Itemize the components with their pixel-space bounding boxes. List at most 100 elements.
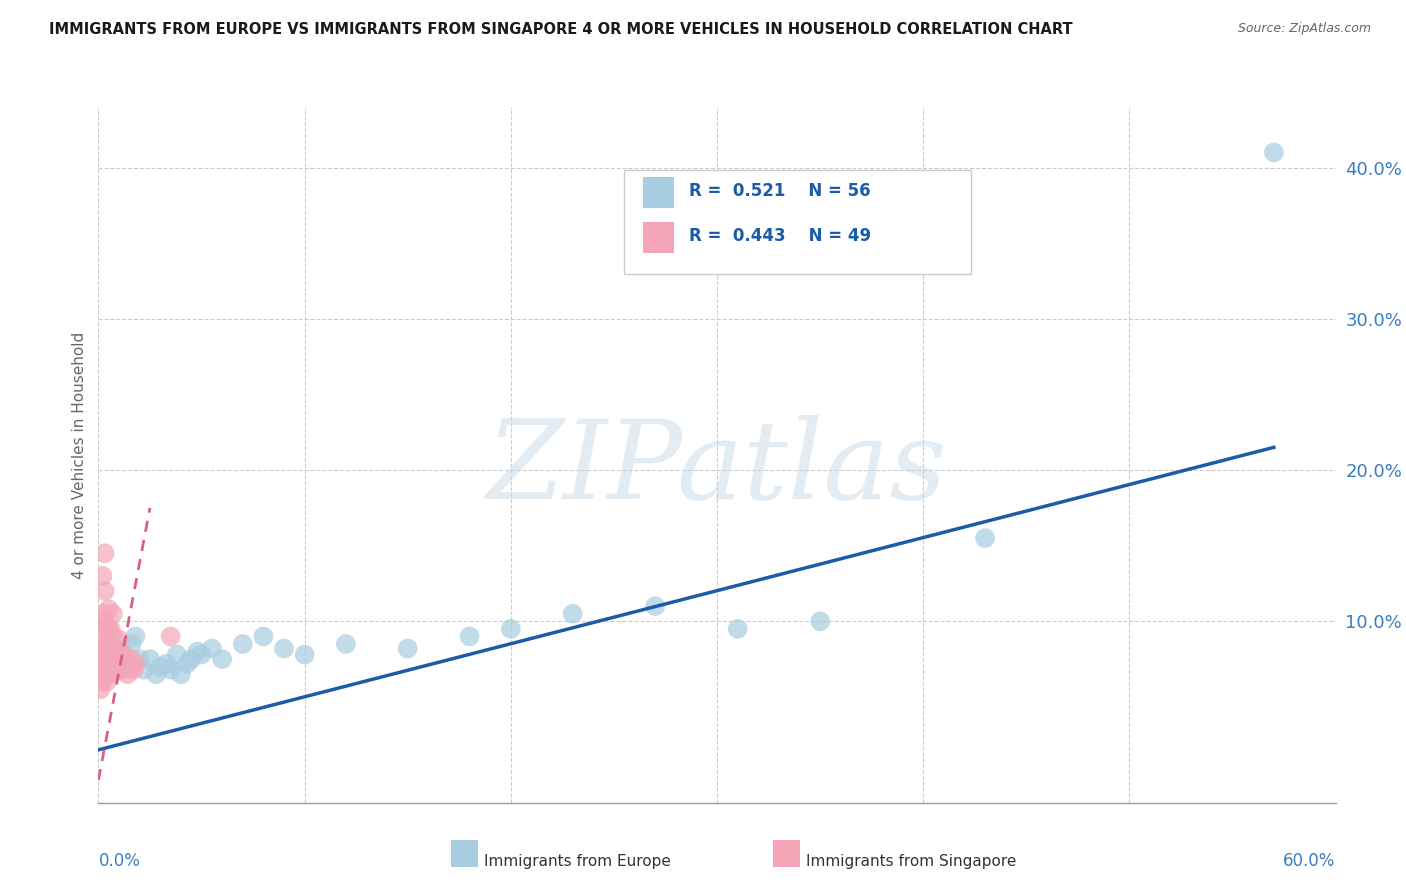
Point xyxy=(97,637,120,651)
Point xyxy=(499,622,522,636)
Point xyxy=(91,644,114,658)
Text: IMMIGRANTS FROM EUROPE VS IMMIGRANTS FROM SINGAPORE 4 OR MORE VEHICLES IN HOUSEH: IMMIGRANTS FROM EUROPE VS IMMIGRANTS FRO… xyxy=(49,22,1073,37)
Point xyxy=(97,659,120,673)
Point xyxy=(108,632,131,647)
Point xyxy=(97,602,120,616)
Point xyxy=(273,641,295,656)
Point xyxy=(104,663,127,677)
Point xyxy=(201,641,224,656)
Point xyxy=(124,629,146,643)
Point xyxy=(100,622,122,636)
Point xyxy=(96,667,118,681)
Point xyxy=(89,652,111,666)
Text: Immigrants from Europe: Immigrants from Europe xyxy=(485,854,671,869)
Point xyxy=(93,546,115,560)
Point xyxy=(110,652,132,666)
Bar xyxy=(643,222,673,253)
Point xyxy=(105,659,128,673)
Point xyxy=(91,674,114,689)
Point xyxy=(186,644,208,658)
Point xyxy=(93,637,115,651)
Point xyxy=(166,648,188,662)
Point xyxy=(108,663,131,677)
Point xyxy=(120,652,142,666)
Point xyxy=(89,667,111,681)
Point xyxy=(128,652,150,666)
Point xyxy=(112,644,135,658)
Point xyxy=(101,641,124,656)
Point xyxy=(89,652,111,666)
Point xyxy=(122,663,145,677)
Text: Source: ZipAtlas.com: Source: ZipAtlas.com xyxy=(1237,22,1371,36)
Point xyxy=(808,615,831,629)
Point xyxy=(93,615,115,629)
Point xyxy=(93,652,115,666)
Point xyxy=(96,622,118,636)
Point xyxy=(105,659,128,673)
Point xyxy=(96,652,118,666)
Point xyxy=(105,641,128,656)
Point xyxy=(104,648,127,662)
Point xyxy=(91,657,114,671)
Point xyxy=(100,667,122,681)
Point xyxy=(117,667,139,681)
Point xyxy=(149,659,172,673)
Point xyxy=(97,622,120,636)
Point xyxy=(335,637,357,651)
Point xyxy=(155,657,177,671)
Point xyxy=(89,663,111,677)
Point xyxy=(100,637,122,651)
Text: Immigrants from Singapore: Immigrants from Singapore xyxy=(806,854,1017,869)
Point xyxy=(644,599,666,614)
Point xyxy=(727,622,749,636)
Point xyxy=(93,667,115,681)
Point xyxy=(124,657,146,671)
Point xyxy=(561,607,583,621)
Text: R =  0.521    N = 56: R = 0.521 N = 56 xyxy=(689,182,870,200)
Text: ZIPatlas: ZIPatlas xyxy=(486,415,948,523)
Point xyxy=(112,648,135,662)
Point xyxy=(89,682,111,697)
Point xyxy=(159,663,181,677)
Point xyxy=(252,629,274,643)
Point xyxy=(93,641,115,656)
Point xyxy=(101,644,124,658)
Bar xyxy=(643,177,673,208)
Point xyxy=(97,652,120,666)
Point xyxy=(108,663,131,677)
Point xyxy=(974,531,997,545)
Point xyxy=(132,663,155,677)
Point xyxy=(93,648,115,662)
Point xyxy=(145,667,167,681)
Point xyxy=(159,629,181,643)
Point xyxy=(1263,145,1285,160)
Point xyxy=(458,629,481,643)
Point xyxy=(176,657,198,671)
Point xyxy=(93,584,115,599)
FancyBboxPatch shape xyxy=(624,169,970,274)
Point xyxy=(294,648,316,662)
Point xyxy=(108,648,131,662)
Point xyxy=(180,652,202,666)
Point xyxy=(170,667,193,681)
Point xyxy=(97,641,120,656)
Point xyxy=(96,644,118,658)
Point xyxy=(104,648,127,662)
Point xyxy=(190,648,212,662)
Point xyxy=(91,667,114,681)
Point xyxy=(118,659,141,673)
Point xyxy=(114,657,136,671)
Text: R =  0.443    N = 49: R = 0.443 N = 49 xyxy=(689,227,870,245)
Text: 0.0%: 0.0% xyxy=(98,852,141,870)
Point xyxy=(91,607,114,621)
Point xyxy=(97,650,120,665)
Point xyxy=(120,637,142,651)
Bar xyxy=(773,840,800,867)
Point xyxy=(91,569,114,583)
Point xyxy=(96,644,118,658)
Bar xyxy=(451,840,478,867)
Point xyxy=(96,674,118,689)
Point xyxy=(93,658,115,673)
Point xyxy=(396,641,419,656)
Point xyxy=(100,657,122,671)
